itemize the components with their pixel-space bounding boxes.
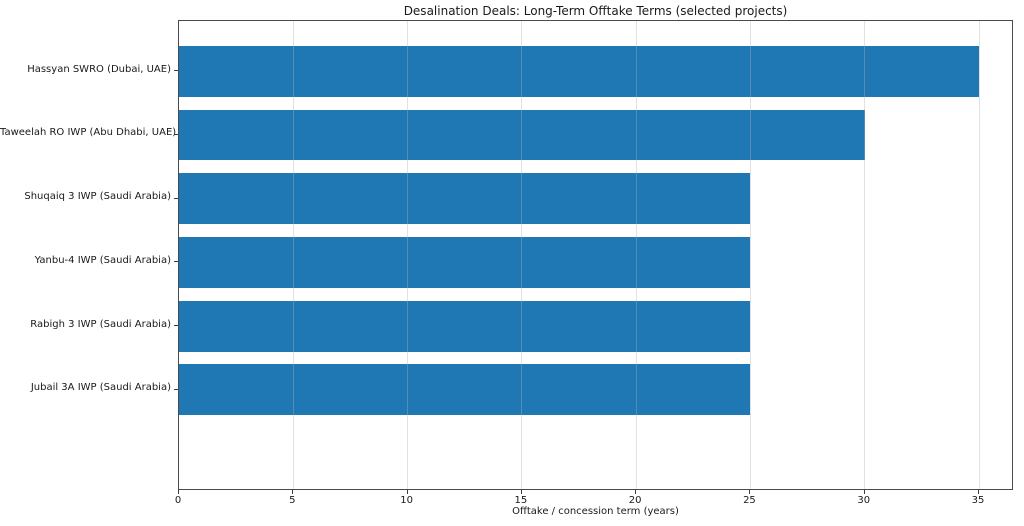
x-tick-mark-35 xyxy=(978,490,980,494)
chart-title: Desalination Deals: Long-Term Offtake Te… xyxy=(403,4,788,18)
gridline-x-25 xyxy=(749,21,751,489)
bar-2 xyxy=(179,173,751,225)
plot-area xyxy=(178,20,1013,490)
x-tick-label-25: 25 xyxy=(743,495,756,506)
y-tick-mark-3 xyxy=(174,261,178,263)
y-tick-mark-2 xyxy=(174,197,178,199)
bar-3 xyxy=(179,236,751,288)
x-tick-mark-15 xyxy=(520,490,522,494)
x-tick-label-10: 10 xyxy=(400,495,413,506)
x-tick-mark-0 xyxy=(178,490,179,494)
gridline-x-30 xyxy=(864,21,866,489)
y-tick-mark-5 xyxy=(174,388,178,390)
y-tick-label-5: Jubail 3A IWP (Saudi Arabia) xyxy=(30,382,171,394)
x-tick-label-5: 5 xyxy=(289,495,296,506)
y-tick-label-2: Shuqaiq 3 IWP (Saudi Arabia) xyxy=(24,191,171,203)
gridline-x-10 xyxy=(407,21,409,489)
x-tick-label-15: 15 xyxy=(514,495,528,506)
y-tick-mark-0 xyxy=(174,70,178,72)
gridline-x-20 xyxy=(635,21,637,489)
x-tick-mark-20 xyxy=(635,490,637,494)
y-tick-label-4: Rabigh 3 IWP (Saudi Arabia) xyxy=(30,318,171,330)
bar-0 xyxy=(179,45,980,97)
y-tick-label-0: Hassyan SWRO (Dubai, UAE) xyxy=(27,63,171,75)
gridline-x-35 xyxy=(978,21,980,489)
bar-1 xyxy=(179,109,865,161)
x-tick-mark-25 xyxy=(749,490,751,494)
x-tick-label-20: 20 xyxy=(628,495,642,506)
bar-5 xyxy=(179,364,751,416)
y-tick-mark-4 xyxy=(174,325,178,327)
x-tick-label-30: 30 xyxy=(857,495,871,506)
x-tick-mark-5 xyxy=(292,490,294,494)
x-tick-label-35: 35 xyxy=(971,495,985,506)
y-tick-mark-1 xyxy=(174,133,178,135)
gridline-x-15 xyxy=(521,21,523,489)
x-tick-label-0: 0 xyxy=(174,495,182,506)
y-tick-label-1: Taweelah RO IWP (Abu Dhabi, UAE) xyxy=(0,127,177,139)
x-tick-mark-10 xyxy=(406,490,408,494)
y-tick-label-3: Yanbu-4 IWP (Saudi Arabia) xyxy=(34,254,171,266)
bar-4 xyxy=(179,300,751,352)
x-tick-mark-30 xyxy=(863,490,865,494)
gridline-x-5 xyxy=(292,21,294,489)
x-axis-label: Offtake / concession term (years) xyxy=(512,506,679,517)
